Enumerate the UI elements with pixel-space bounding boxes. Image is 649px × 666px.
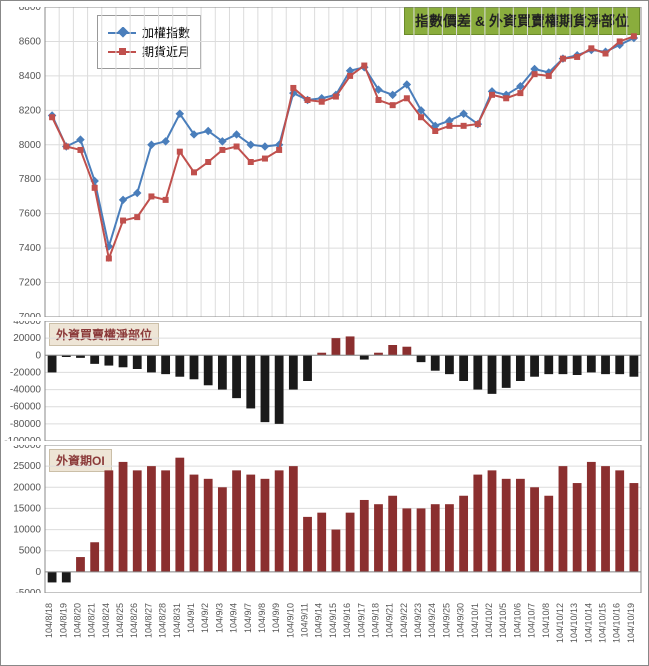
svg-text:40000: 40000	[13, 321, 41, 327]
svg-text:8800: 8800	[19, 7, 42, 13]
svg-text:104/9/3: 104/9/3	[214, 603, 224, 633]
svg-text:104/10/19: 104/10/19	[626, 603, 636, 643]
svg-text:0: 0	[35, 350, 41, 361]
svg-text:104/10/15: 104/10/15	[598, 603, 608, 643]
svg-text:104/9/16: 104/9/16	[342, 603, 352, 638]
svg-text:7000: 7000	[19, 312, 42, 317]
svg-text:-5000: -5000	[15, 588, 41, 593]
svg-text:104/9/9: 104/9/9	[271, 603, 281, 633]
svg-text:104/8/27: 104/8/27	[143, 603, 153, 638]
svg-text:104/8/18: 104/8/18	[44, 603, 54, 638]
svg-text:104/8/25: 104/8/25	[115, 603, 125, 638]
svg-text:-80000: -80000	[10, 419, 42, 430]
svg-text:10000: 10000	[13, 525, 41, 536]
svg-text:8400: 8400	[19, 71, 42, 82]
svg-text:104/10/1: 104/10/1	[470, 603, 480, 638]
svg-text:104/8/24: 104/8/24	[101, 603, 111, 638]
svg-text:-60000: -60000	[10, 402, 42, 413]
svg-text:104/8/28: 104/8/28	[158, 603, 168, 638]
svg-text:104/9/15: 104/9/15	[328, 603, 338, 638]
svg-text:104/9/14: 104/9/14	[314, 603, 324, 638]
svg-text:104/10/16: 104/10/16	[612, 603, 622, 643]
svg-text:104/8/31: 104/8/31	[172, 603, 182, 638]
svg-text:104/9/2: 104/9/2	[200, 603, 210, 633]
svg-text:25000: 25000	[13, 461, 41, 472]
svg-text:104/9/30: 104/9/30	[456, 603, 466, 638]
svg-text:104/10/7: 104/10/7	[527, 603, 537, 638]
svg-text:104/10/13: 104/10/13	[569, 603, 579, 643]
svg-text:5000: 5000	[19, 546, 42, 557]
svg-text:104/9/7: 104/9/7	[243, 603, 253, 633]
svg-text:104/9/11: 104/9/11	[300, 603, 310, 637]
bottom-bar-chart: -5000 0 5000 10000 15000 20000 25000 30000	[1, 445, 649, 593]
svg-text:-40000: -40000	[10, 385, 42, 396]
svg-text:30000: 30000	[13, 445, 41, 451]
svg-text:15000: 15000	[13, 503, 41, 514]
svg-text:104/8/19: 104/8/19	[58, 603, 68, 638]
middle-bar-chart: -100000 -80000 -60000 -40000 -20000 0 20000 400…	[1, 321, 649, 441]
svg-text:104/9/21: 104/9/21	[385, 603, 395, 638]
svg-text:104/10/12: 104/10/12	[555, 603, 565, 643]
svg-text:7600: 7600	[19, 209, 42, 220]
svg-text:104/9/4: 104/9/4	[229, 603, 239, 633]
svg-text:104/10/6: 104/10/6	[512, 603, 522, 638]
svg-text:104/9/25: 104/9/25	[441, 603, 451, 638]
top-line-chart: 7000 7200 7400 7600 7800 8000 8200 8400 8600 8800	[1, 7, 649, 317]
svg-text:104/9/22: 104/9/22	[399, 603, 409, 638]
svg-text:104/9/24: 104/9/24	[427, 603, 437, 638]
svg-text:8600: 8600	[19, 36, 42, 47]
svg-text:7800: 7800	[19, 174, 42, 185]
svg-text:104/9/1: 104/9/1	[186, 603, 196, 633]
svg-text:104/9/17: 104/9/17	[356, 603, 366, 638]
svg-text:104/9/8: 104/9/8	[257, 603, 267, 633]
svg-text:20000: 20000	[13, 333, 41, 344]
svg-text:7400: 7400	[19, 243, 42, 254]
svg-text:-20000: -20000	[10, 367, 42, 378]
svg-text:104/10/2: 104/10/2	[484, 603, 494, 638]
svg-text:104/8/20: 104/8/20	[72, 603, 82, 638]
svg-text:104/10/14: 104/10/14	[583, 603, 593, 643]
svg-text:104/8/26: 104/8/26	[129, 603, 139, 638]
svg-text:-100000: -100000	[4, 436, 41, 441]
svg-text:104/9/10: 104/9/10	[285, 603, 295, 638]
svg-text:104/9/18: 104/9/18	[370, 603, 380, 638]
svg-text:7200: 7200	[19, 278, 42, 289]
svg-text:104/10/8: 104/10/8	[541, 603, 551, 638]
svg-text:8200: 8200	[19, 105, 42, 116]
svg-text:104/8/21: 104/8/21	[87, 603, 97, 638]
svg-text:0: 0	[35, 567, 41, 578]
x-axis-labels: 104/8/18 104/8/19 104/8/20 104/8/21 104/8/24…	[1, 597, 649, 665]
svg-text:104/9/23: 104/9/23	[413, 603, 423, 638]
svg-text:8000: 8000	[19, 140, 42, 151]
svg-text:20000: 20000	[13, 482, 41, 493]
svg-text:104/10/5: 104/10/5	[498, 603, 508, 638]
